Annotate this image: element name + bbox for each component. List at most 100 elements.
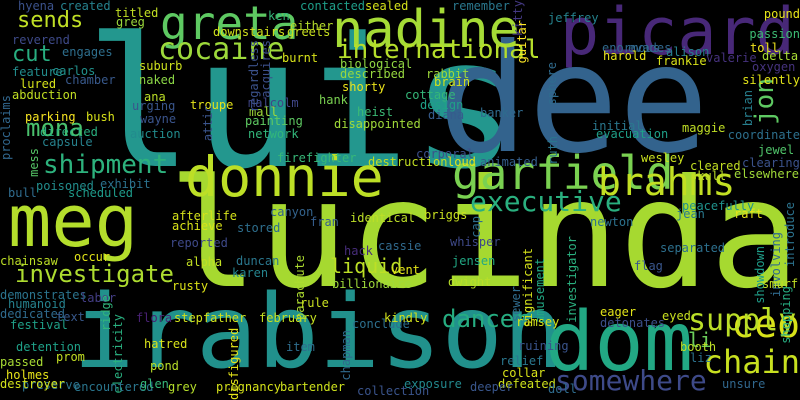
word-preserve: preserve — [22, 378, 80, 392]
word-international: international — [337, 35, 541, 65]
word-greta: greta — [160, 0, 299, 50]
word-investigate: investigate — [15, 260, 174, 288]
word-february: february — [259, 311, 317, 325]
word-evades: evades — [628, 41, 672, 55]
word-diana: diana — [428, 108, 465, 122]
word-ruth: ruth — [546, 136, 560, 165]
word-garfield: garfield — [452, 146, 674, 200]
word-holmes: holmes — [6, 368, 50, 382]
word-somewhere: somewhere — [555, 364, 707, 397]
word-meg: meg — [8, 179, 139, 263]
word-collection: collection — [357, 384, 430, 398]
word-abduction: abduction — [12, 88, 78, 102]
word-brain: brain — [434, 75, 471, 89]
word-chapman: chapman — [339, 330, 353, 381]
word-engages: engages — [62, 45, 113, 59]
word-hank: hank — [319, 93, 348, 107]
word-loud: loud — [447, 155, 476, 169]
word-briggs: briggs — [424, 208, 468, 222]
word-encountered: encountered — [74, 380, 154, 394]
word-alison: alison — [666, 45, 710, 59]
word-executive: executive — [470, 185, 622, 218]
word-created: created — [60, 0, 111, 13]
word-labor: labor — [80, 291, 117, 305]
word-pond: pond — [150, 359, 179, 373]
word-item: item — [286, 340, 315, 354]
word-guitar: guitar — [515, 20, 529, 64]
word-nadine: nadine — [332, 0, 520, 60]
word-grey: grey — [168, 380, 197, 394]
word-elsewhere: elsewhere — [734, 167, 800, 181]
word-passed: passed — [0, 355, 44, 369]
word-directed: directed — [40, 125, 98, 139]
word-vent: vent — [391, 263, 420, 277]
word-silently: silently — [742, 73, 800, 87]
word-bartender: bartender — [280, 380, 346, 394]
word-painting: painting — [245, 114, 303, 128]
word-banker: banker — [480, 106, 524, 120]
word-alpha: alpha — [186, 255, 223, 269]
word-dwight: dwight — [448, 275, 492, 289]
word-fran: fran — [310, 215, 339, 229]
word-frankie: frankie — [656, 54, 707, 68]
word-unsure: unsure — [722, 377, 766, 391]
word-lured: lured — [20, 77, 57, 91]
word-poisoned: poisoned — [36, 179, 94, 193]
word-achieve: achieve — [172, 219, 223, 233]
word-cassie: cassie — [378, 239, 422, 253]
word-attic: attic — [201, 105, 215, 142]
word-ruining: ruining — [518, 339, 569, 353]
word-demonstrates: demonstrates — [0, 288, 87, 302]
word-valerie: valerie — [706, 51, 757, 65]
word-booth: booth — [680, 340, 717, 354]
word-corporal: corporal — [416, 147, 474, 161]
word-duncan: duncan — [236, 254, 280, 268]
word-network: network — [248, 127, 299, 141]
word-stepfather: stepfather — [174, 311, 247, 325]
word-downstairs: downstairs — [213, 25, 286, 39]
word-mess: mess — [27, 148, 41, 177]
word-bull: bull — [8, 186, 37, 200]
word-amusement: amusement — [533, 258, 547, 324]
word-delta: delta — [762, 49, 799, 63]
word-greg: greg — [116, 15, 145, 29]
word-feature: feature — [12, 65, 63, 79]
word-ramsey: ramsey — [516, 315, 560, 329]
word-naked: naked — [139, 73, 176, 87]
word-rule: rule — [300, 296, 329, 310]
word-doll: doll — [548, 382, 577, 396]
word-acquires: acquires — [259, 40, 273, 98]
word-liquid: liquid — [330, 254, 403, 278]
word-titled: titled — [115, 6, 159, 20]
word-conclude: conclude — [352, 317, 410, 331]
word-irabison: irabison — [73, 273, 565, 392]
word-sealed: sealed — [365, 0, 409, 13]
word-destroyer: destroyer — [0, 377, 66, 391]
word-bush: bush — [86, 110, 115, 124]
word-jewel: jewel — [758, 143, 795, 157]
word-pregnancy: pregnancy — [216, 380, 282, 394]
word-collar: collar — [502, 366, 546, 380]
word-defeated: defeated — [498, 377, 556, 391]
word-exposure: exposure — [404, 377, 462, 391]
word-remember: remember — [452, 0, 510, 13]
word-reported: reported — [170, 236, 228, 250]
word-jensen: jensen — [452, 254, 496, 268]
word-exhibit: exhibit — [100, 177, 151, 191]
word-firefighter: firefighter — [277, 151, 357, 165]
word-chain: chain — [703, 343, 800, 381]
word-regardless: regardless — [247, 40, 261, 113]
word-brian: brian — [741, 90, 755, 127]
word-burnt: burnt — [282, 51, 319, 65]
word-luis: luis — [85, 0, 519, 209]
word-reverend: reverend — [12, 33, 70, 47]
word-auction: auction — [130, 127, 181, 141]
word-cottage: cottage — [405, 88, 456, 102]
word-wesley: wesley — [641, 151, 685, 165]
word-hyena: hyena — [18, 0, 55, 13]
word-dee: dee — [438, 13, 709, 187]
word-flag: flag — [634, 259, 663, 273]
word-jean: jean — [676, 207, 705, 221]
word-glen: glen — [140, 377, 169, 391]
